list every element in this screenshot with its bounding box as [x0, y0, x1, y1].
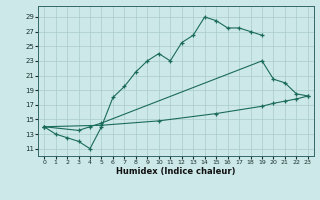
X-axis label: Humidex (Indice chaleur): Humidex (Indice chaleur) [116, 167, 236, 176]
